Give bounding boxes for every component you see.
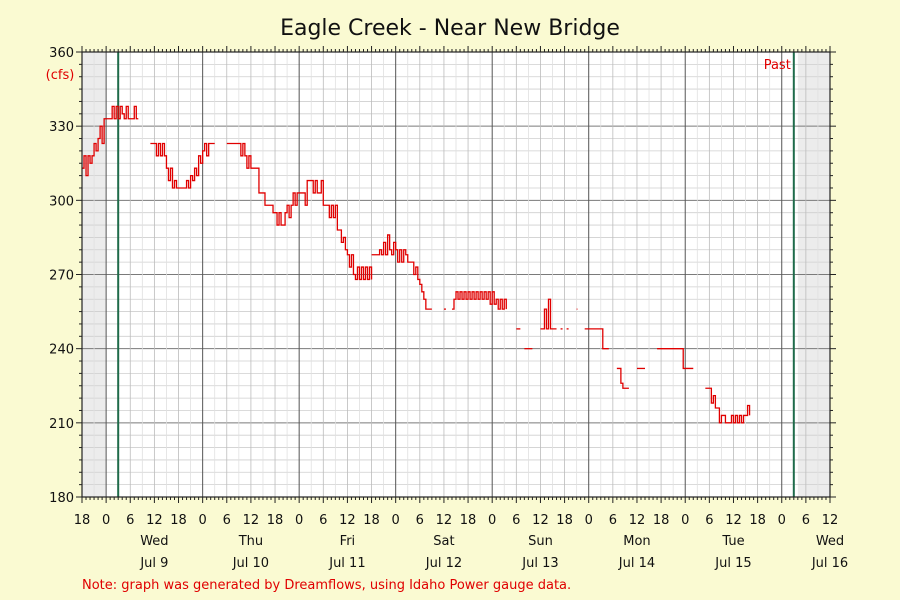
x-tick-label: 18 [170,513,187,528]
y-tick-label: 210 [49,417,74,432]
weekday-label: Wed [816,534,844,549]
x-tick-label: 0 [295,513,303,528]
x-tick-label: 12 [243,513,260,528]
x-tick-label: 18 [460,513,477,528]
grid-lines [81,51,831,498]
flow-segment [150,142,215,189]
x-tick-label: 6 [512,513,520,528]
x-tick-label: 12 [146,513,163,528]
x-tick-label: 0 [199,513,207,528]
x-tick-label: 0 [392,513,400,528]
x-tick-label: 18 [749,513,766,528]
date-label: Jul 15 [714,556,751,571]
x-tick-label: 12 [436,513,453,528]
flow-segment [705,387,751,424]
date-label: Jul 16 [811,556,848,571]
y-tick-label: 330 [49,120,74,135]
date-label: Jul 9 [139,556,168,571]
x-tick-label: 6 [416,513,424,528]
x-tick-label: 18 [363,513,380,528]
x-tick-label: 12 [822,513,839,528]
y-tick-label: 240 [49,343,74,358]
x-axis-ticks: 18 0 6 12 18 0 6 12 18 0 6 12 18 0 6 12 18 0 6 12 18 0 6 12 18 0 6… [74,46,839,528]
chart-title: Eagle Creek - Near New Bridge [280,16,620,41]
flow-segment [616,367,629,389]
flow-segment [82,105,139,177]
date-label: Jul 12 [425,556,462,571]
flow-segment [657,348,694,370]
x-tick-label: 12 [629,513,646,528]
weekday-label: Mon [623,534,650,549]
day-labels: Wed Jul 9 Thu Jul 10 Fri Jul 11 Sat Jul 12 Sun Ju… [139,534,848,571]
weekday-label: Sat [433,534,454,549]
x-tick-label: 18 [556,513,573,528]
x-tick-label: 18 [74,513,91,528]
flow-series [82,105,751,424]
x-tick-label: 0 [681,513,689,528]
y-axis-ticks: 180 210 240 270 300 330 360 [49,46,836,506]
y-tick-label: 300 [49,194,74,209]
x-tick-label: 6 [609,513,617,528]
x-tick-label: 12 [725,513,742,528]
x-tick-label: 12 [532,513,549,528]
weekday-label: Tue [721,534,744,549]
y-tick-label: 270 [49,269,74,284]
y-tick-label: 360 [49,46,74,61]
x-tick-label: 18 [267,513,284,528]
x-tick-label: 6 [319,513,327,528]
x-tick-label: 0 [778,513,786,528]
time-markers: Past [117,52,795,497]
flow-segment [540,298,557,330]
x-tick-label: 6 [223,513,231,528]
x-tick-label: 0 [488,513,496,528]
x-tick-label: 6 [705,513,713,528]
past-label: Past [764,58,791,73]
x-tick-label: 18 [653,513,670,528]
y-tick-label: 180 [49,491,74,506]
date-label: Jul 11 [328,556,365,571]
weekday-label: Fri [340,534,356,549]
source-note: Note: graph was generated by Dreamflows,… [82,578,571,593]
flow-segment [451,291,507,310]
x-tick-label: 0 [585,513,593,528]
weekday-label: Sun [528,534,553,549]
date-label: Jul 10 [232,556,269,571]
y-axis-unit: (cfs) [46,68,75,83]
x-tick-label: 12 [339,513,356,528]
x-tick-label: 0 [102,513,110,528]
x-tick-label: 6 [802,513,810,528]
weekday-label: Wed [140,534,168,549]
flow-segment [226,142,373,281]
date-label: Jul 13 [521,556,558,571]
weekday-label: Thu [238,534,263,549]
date-label: Jul 14 [618,556,655,571]
x-tick-label: 6 [126,513,134,528]
flow-segment [371,234,432,310]
flow-segment [584,328,609,350]
